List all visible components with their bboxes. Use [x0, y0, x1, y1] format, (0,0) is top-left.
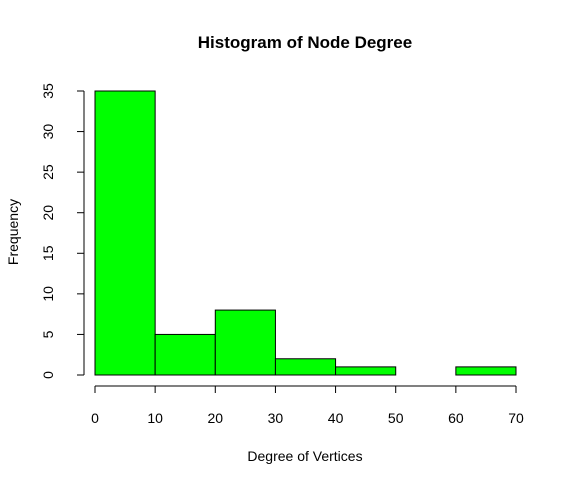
- y-axis: 0 5 10 15 20 25 30 35: [40, 83, 85, 379]
- y-tick-label: 5: [40, 330, 56, 338]
- x-tick-label: 0: [91, 410, 99, 426]
- histogram-bar-60-70: [455, 366, 517, 376]
- histogram-bar-40-50: [335, 366, 397, 376]
- x-tick-label: 30: [268, 410, 284, 426]
- histogram-bar-20-30: [214, 309, 276, 376]
- y-tick-label: 30: [40, 124, 56, 140]
- y-tick-label: 25: [40, 164, 56, 180]
- x-tick-label: 60: [448, 410, 464, 426]
- y-tick-label: 15: [40, 245, 56, 261]
- y-tick-label: 35: [40, 83, 56, 99]
- y-tick-label: 20: [40, 205, 56, 221]
- histogram-bar-0-10: [94, 90, 156, 376]
- y-tick-label: 0: [40, 371, 56, 379]
- x-tick-label: 20: [207, 410, 223, 426]
- y-axis-label: Frequency: [5, 199, 21, 265]
- bars-group: [94, 90, 517, 376]
- histogram-bar-10-20: [154, 333, 216, 376]
- x-axis-label: Degree of Vertices: [247, 448, 362, 464]
- x-axis: 0 10 20 30 40 50 60 70: [91, 385, 524, 426]
- y-tick-label: 10: [40, 286, 56, 302]
- chart-title: Histogram of Node Degree: [198, 33, 412, 52]
- x-tick-label: 50: [388, 410, 404, 426]
- x-tick-label: 40: [328, 410, 344, 426]
- x-tick-label: 70: [508, 410, 524, 426]
- histogram-bar-30-40: [274, 358, 337, 376]
- x-tick-label: 10: [147, 410, 163, 426]
